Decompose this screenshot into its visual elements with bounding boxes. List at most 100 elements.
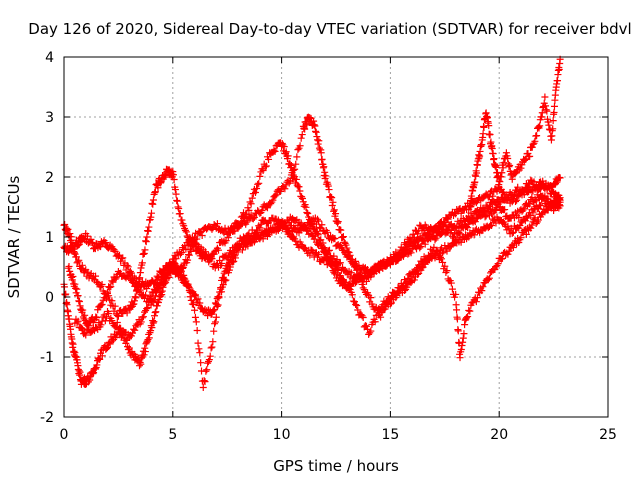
data-point bbox=[124, 263, 132, 271]
data-point bbox=[139, 313, 147, 321]
data-point bbox=[258, 206, 266, 214]
data-point bbox=[270, 146, 278, 154]
data-point bbox=[221, 267, 229, 275]
data-point bbox=[443, 267, 451, 275]
data-point bbox=[514, 183, 522, 191]
data-point bbox=[430, 243, 438, 251]
data-point bbox=[90, 369, 98, 377]
data-point bbox=[555, 201, 563, 209]
data-point bbox=[152, 308, 160, 316]
data-point bbox=[332, 261, 340, 269]
data-point bbox=[485, 122, 493, 130]
data-point bbox=[410, 276, 418, 284]
data-point bbox=[201, 378, 209, 386]
data-point bbox=[125, 344, 133, 352]
data-point bbox=[213, 220, 221, 228]
data-point bbox=[170, 259, 178, 267]
data-point bbox=[480, 123, 488, 131]
data-point bbox=[478, 287, 486, 295]
data-point bbox=[457, 345, 465, 353]
data-point bbox=[402, 249, 410, 257]
data-point bbox=[256, 234, 264, 242]
data-point bbox=[498, 169, 506, 177]
data-point bbox=[173, 197, 181, 205]
data-point bbox=[142, 237, 150, 245]
data-point bbox=[187, 296, 195, 304]
data-point bbox=[540, 194, 548, 202]
data-point bbox=[191, 313, 199, 321]
data-point bbox=[262, 162, 270, 170]
data-point bbox=[269, 196, 277, 204]
data-point bbox=[75, 256, 83, 264]
data-point bbox=[108, 317, 116, 325]
data-point bbox=[481, 213, 489, 221]
data-point bbox=[455, 222, 463, 230]
data-point bbox=[533, 132, 541, 140]
data-point bbox=[403, 278, 411, 286]
data-point bbox=[549, 117, 557, 125]
data-point bbox=[156, 279, 164, 287]
data-point bbox=[184, 280, 192, 288]
data-point bbox=[172, 190, 180, 198]
data-point bbox=[181, 226, 189, 234]
data-point bbox=[544, 118, 552, 126]
data-point bbox=[403, 247, 411, 255]
data-point bbox=[81, 267, 89, 275]
data-point bbox=[130, 300, 138, 308]
data-point bbox=[320, 163, 328, 171]
data-point bbox=[132, 294, 140, 302]
data-point bbox=[154, 184, 162, 192]
data-point bbox=[149, 200, 157, 208]
data-point bbox=[208, 225, 216, 233]
data-point bbox=[315, 144, 323, 152]
data-point bbox=[138, 259, 146, 267]
data-point bbox=[331, 235, 339, 243]
data-point bbox=[271, 192, 279, 200]
data-point bbox=[93, 314, 101, 322]
x-tick-label: 5 bbox=[168, 427, 177, 443]
data-point bbox=[460, 330, 468, 338]
data-point bbox=[98, 301, 106, 309]
data-point bbox=[418, 236, 426, 244]
data-point bbox=[522, 230, 530, 238]
data-point bbox=[554, 77, 562, 85]
data-point bbox=[198, 231, 206, 239]
data-point bbox=[79, 306, 87, 314]
data-point bbox=[545, 184, 553, 192]
data-point bbox=[556, 194, 564, 202]
data-point bbox=[215, 294, 223, 302]
data-point bbox=[65, 262, 73, 270]
data-point bbox=[337, 226, 345, 234]
data-point bbox=[265, 155, 273, 163]
data-point bbox=[154, 299, 162, 307]
data-point bbox=[317, 149, 325, 157]
data-point bbox=[274, 226, 282, 234]
data-point bbox=[413, 245, 421, 253]
data-point bbox=[216, 288, 224, 296]
data-point bbox=[179, 264, 187, 272]
data-point bbox=[182, 245, 190, 253]
data-point bbox=[310, 121, 318, 129]
data-point bbox=[127, 332, 135, 340]
data-point bbox=[151, 309, 159, 317]
data-point bbox=[504, 155, 512, 163]
data-point bbox=[491, 266, 499, 274]
data-point bbox=[457, 209, 465, 217]
data-point bbox=[447, 279, 455, 287]
data-point bbox=[339, 233, 347, 241]
data-point bbox=[446, 243, 454, 251]
data-point bbox=[426, 253, 434, 261]
data-point bbox=[431, 236, 439, 244]
data-point bbox=[147, 327, 155, 335]
data-point bbox=[287, 171, 295, 179]
data-point bbox=[251, 189, 259, 197]
data-point bbox=[482, 212, 490, 220]
data-point bbox=[288, 174, 296, 182]
data-point bbox=[357, 274, 365, 282]
data-point bbox=[441, 218, 449, 226]
data-point bbox=[140, 250, 148, 258]
data-point bbox=[80, 315, 88, 323]
data-point bbox=[371, 318, 379, 326]
series-6 bbox=[465, 55, 564, 220]
data-point bbox=[176, 250, 184, 258]
